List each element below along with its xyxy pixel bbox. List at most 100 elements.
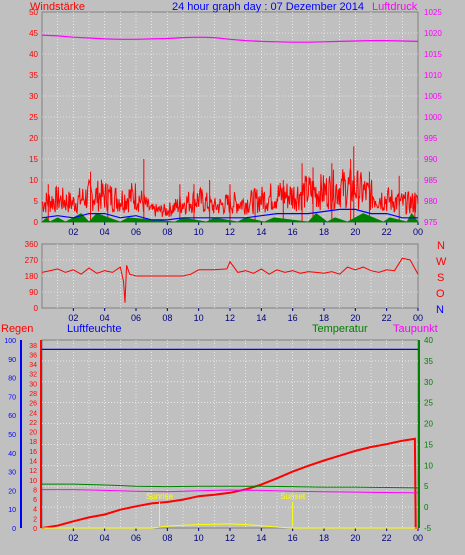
y-tick-label: 30 (8, 470, 16, 477)
y-tick-label: 360 (25, 240, 39, 249)
y-tick-label: 270 (25, 256, 39, 265)
y-tick-label: 22 (29, 420, 37, 427)
x-axis: 02 04 06 08 10 12 14 16 18 20 22 00 (68, 528, 423, 543)
y-tick-label: 20 (424, 420, 433, 429)
y-tick-label: 60 (8, 413, 16, 420)
y-tick-label: 90 (8, 357, 16, 364)
x-tick-label: 08 (162, 227, 172, 237)
y-tick-label: 30 (29, 381, 37, 388)
y-tick-label: 0 (33, 526, 37, 533)
x-tick-label: 02 (68, 533, 78, 543)
y-tick-label: 40 (8, 451, 16, 458)
y-tick-label: 1015 (424, 50, 442, 59)
x-tick-label: 02 (68, 227, 78, 237)
sun-annotation: Sunset (280, 492, 306, 501)
y-tick-label: 1025 (424, 8, 442, 17)
wind-direction-line (41, 257, 419, 303)
x-tick-label: 12 (225, 533, 235, 543)
x-tick-label: 02 (68, 313, 78, 323)
y-tick-label: 25 (424, 399, 433, 408)
grid (42, 244, 418, 308)
chart-title: 24 hour graph day : 07 Dezember 2014 (172, 1, 364, 13)
direction-letter: W (436, 256, 447, 268)
y-tick-label: 990 (424, 155, 438, 164)
y-tick-label: 90 (29, 288, 38, 297)
x-tick-label: 18 (319, 227, 329, 237)
x-axis: 02 04 06 08 10 12 14 16 18 20 22 00 (68, 222, 423, 237)
direction-letter: N (437, 240, 445, 252)
direction-letter: S (437, 272, 444, 284)
sun-annotation: Sunrise (146, 492, 174, 501)
sun-line (42, 523, 418, 529)
x-axis: 02 04 06 08 10 12 14 16 18 20 22 00 (68, 308, 423, 323)
x-tick-label: 18 (319, 313, 329, 323)
wind-average-line (41, 208, 418, 221)
y-tick-label: 0 (12, 526, 16, 533)
x-tick-label: 16 (288, 533, 298, 543)
y-tick-label: 35 (424, 357, 433, 366)
y-tick-label: 985 (424, 176, 438, 185)
y-tick-label: 20 (29, 430, 37, 437)
y-tick-label: 50 (29, 8, 38, 17)
direction-letter: N (436, 304, 444, 316)
y-tick-label: 26 (29, 401, 37, 408)
y-axis-left: 0 90 180 270 360 (25, 240, 39, 313)
x-tick-label: 10 (194, 533, 204, 543)
x-tick-label: 10 (194, 227, 204, 237)
x-tick-label: 22 (382, 533, 392, 543)
y-tick-label: 36 (29, 352, 37, 359)
x-tick-label: 04 (100, 313, 110, 323)
x-tick-label: 00 (413, 227, 423, 237)
wind-axis-label: Windstärke (30, 1, 85, 13)
y-tick-label: -5 (424, 524, 432, 533)
y-tick-label: 24 (29, 410, 37, 417)
x-tick-label: 00 (413, 313, 423, 323)
y-tick-label: 18 (29, 439, 37, 446)
plot-area (40, 34, 419, 223)
x-tick-label: 18 (319, 533, 329, 543)
x-tick-label: 14 (256, 313, 266, 323)
y-tick-label: 25 (29, 113, 38, 122)
x-tick-label: 04 (100, 533, 110, 543)
y-tick-label: 975 (424, 218, 438, 227)
pressure-axis-label: Luftdruck (372, 1, 418, 13)
x-tick-label: 00 (413, 533, 423, 543)
x-tick-label: 16 (288, 227, 298, 237)
y-tick-label: 34 (29, 362, 37, 369)
y-tick-label: 30 (29, 92, 38, 101)
x-tick-label: 04 (100, 227, 110, 237)
y-tick-label: 1010 (424, 71, 442, 80)
y-tick-label: 2 (33, 516, 37, 523)
plot-area: Sunrise Sunset (41, 348, 419, 529)
dewpoint-line (42, 489, 419, 494)
temperature-label: Temperatur (312, 323, 368, 335)
x-tick-label: 08 (162, 313, 172, 323)
rain-line (41, 437, 418, 529)
y-tick-label: 70 (8, 394, 16, 401)
y-tick-label: 40 (29, 50, 38, 59)
dewpoint-label: Taupunkt (393, 323, 438, 335)
x-tick-label: 06 (131, 313, 141, 323)
y-tick-label: 80 (8, 376, 16, 383)
y-tick-label: 15 (424, 440, 433, 449)
x-tick-label: 20 (350, 313, 360, 323)
y-tick-label: 8 (33, 487, 37, 494)
x-tick-label: 16 (288, 313, 298, 323)
y-tick-label: 0 (34, 218, 39, 227)
y-tick-label: 5 (424, 482, 429, 491)
y-tick-label: 0 (34, 304, 39, 313)
y-tick-label: 30 (424, 378, 433, 387)
y-tick-label: 1000 (424, 113, 442, 122)
x-tick-label: 20 (350, 533, 360, 543)
y-tick-label: 50 (8, 432, 16, 439)
x-tick-label: 12 (225, 313, 235, 323)
y-tick-label: 32 (29, 372, 37, 379)
y-axis-left: 0 5 10 15 20 25 30 35 40 45 50 (29, 8, 38, 227)
y-tick-label: 20 (29, 134, 38, 143)
y-tick-label: 14 (29, 459, 37, 466)
x-tick-label: 12 (225, 227, 235, 237)
x-tick-label: 14 (256, 533, 266, 543)
